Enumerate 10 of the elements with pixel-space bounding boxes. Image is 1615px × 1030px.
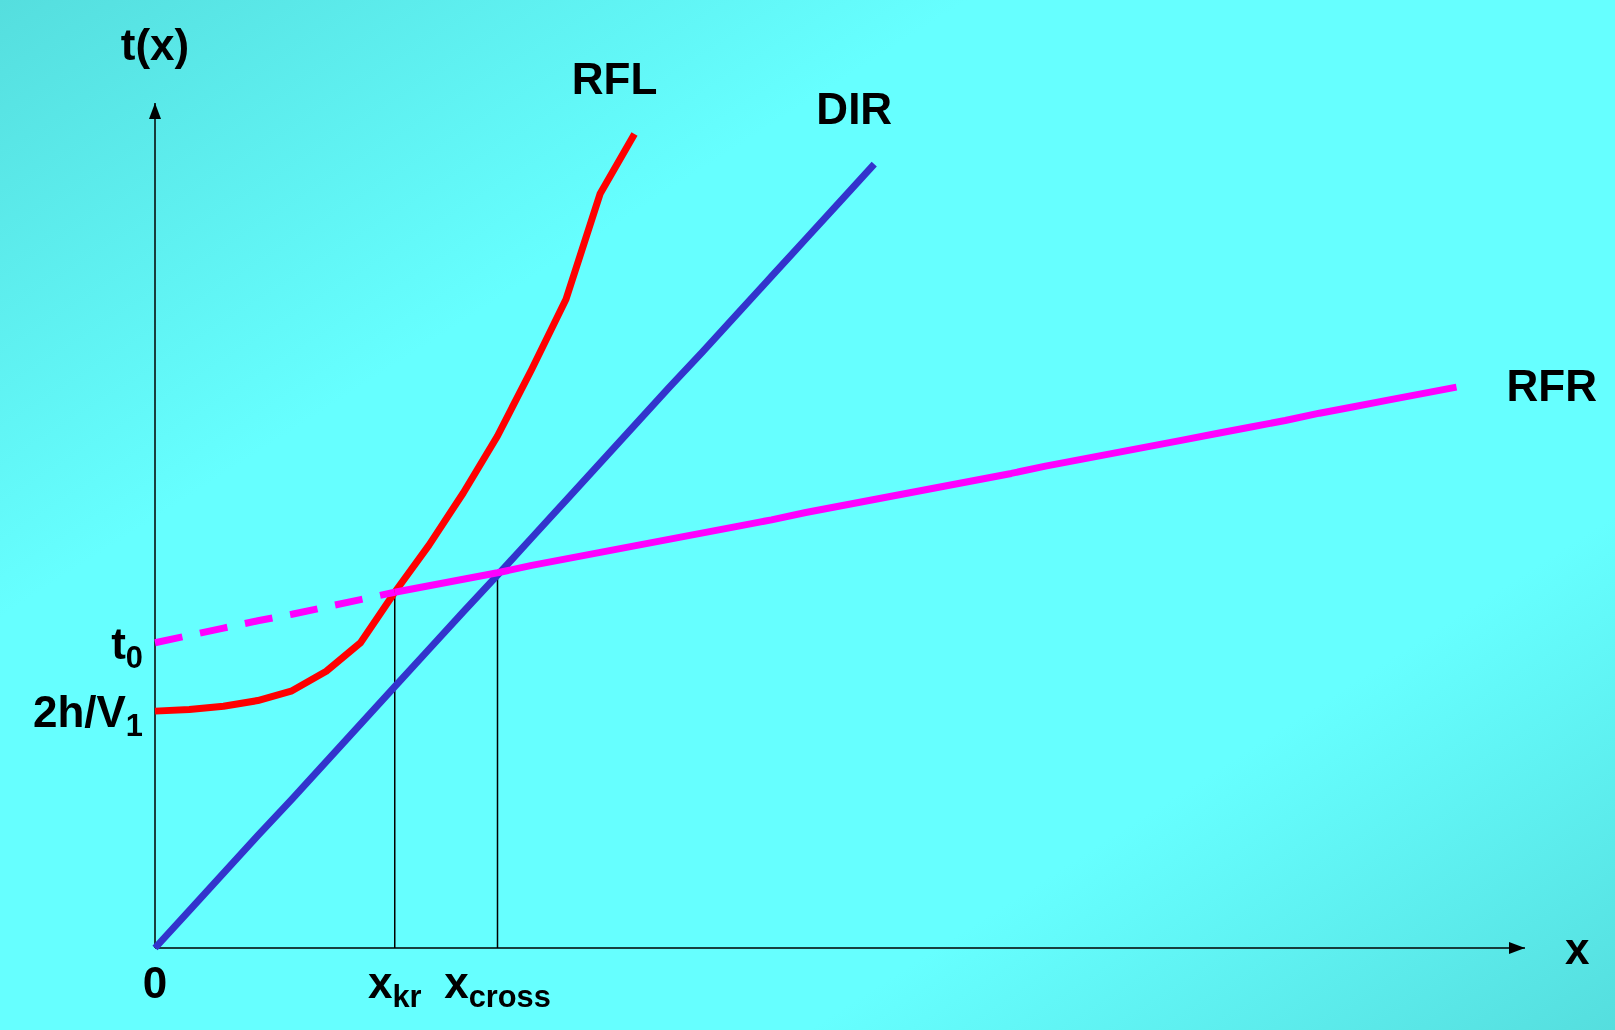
series-label: DIR xyxy=(816,84,893,134)
x-tick-label: x$_{cross}$ xyxy=(444,958,551,1015)
x-axis-title: x xyxy=(1565,924,1590,973)
y-axis-title: t(x) xyxy=(120,20,190,69)
annotation: 2h/V$_{1}$ xyxy=(32,687,143,744)
annotation: t$_{0}$ xyxy=(111,618,143,676)
series-label: RFL xyxy=(571,54,658,103)
series-label: RFR xyxy=(1506,361,1597,411)
x-tick-label: x$_{kr}$ xyxy=(367,958,422,1015)
x-tick-label: 0 xyxy=(142,958,168,1007)
